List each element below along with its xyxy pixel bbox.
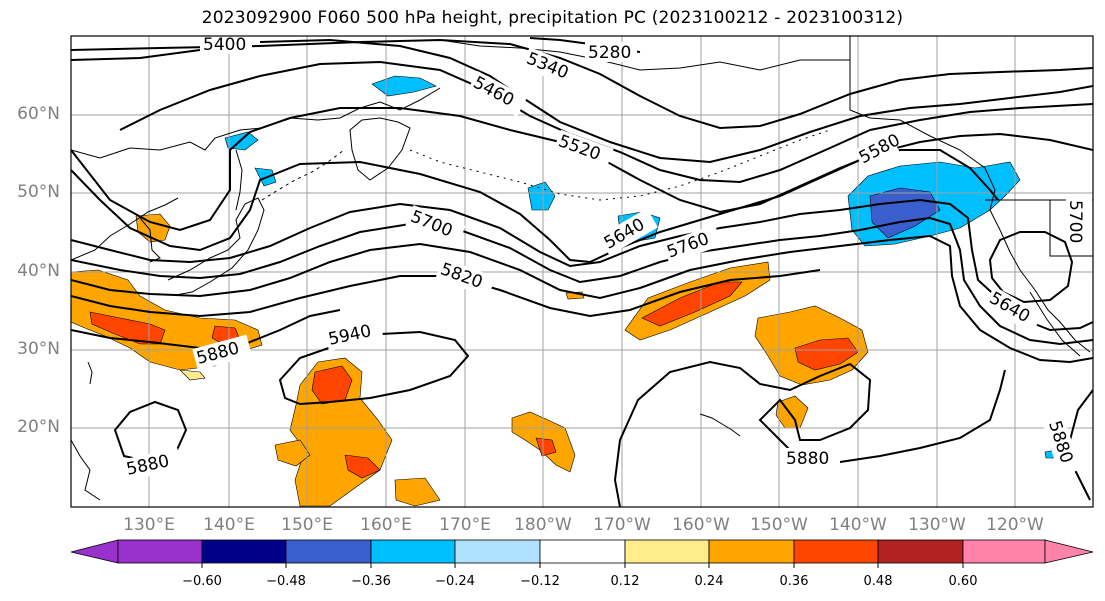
- contour-label-5760: 5760: [662, 224, 723, 265]
- svg-text:5820: 5820: [438, 259, 485, 293]
- precip-area-wpac-core2: [344, 454, 381, 479]
- colorbar-label-9: 0.48: [863, 574, 893, 589]
- coast-alaska: [439, 39, 996, 211]
- coast-kurils: [261, 149, 345, 201]
- lon-label-170w: 170°W: [593, 515, 651, 535]
- colorbar-label-6: 0.12: [610, 574, 640, 589]
- lon-label-170e: 170°E: [439, 515, 491, 535]
- colorbar-label-5: −0.12: [520, 574, 560, 589]
- lon-label-150w: 150°W: [750, 515, 808, 535]
- precip-area-chukotka: [371, 75, 437, 97]
- contour-5760: [71, 234, 1093, 364]
- colorbar-bin-11: [962, 539, 1046, 564]
- precip-area-epac-core: [794, 337, 859, 371]
- coast-philippines: [71, 439, 101, 501]
- colorbar-bin-4: [370, 539, 456, 564]
- colorbar-label-10: 0.60: [948, 574, 978, 589]
- colorbar: [70, 539, 1094, 568]
- contour-label-5280: 5280: [585, 42, 637, 63]
- lat-label-50n: 50°N: [17, 182, 60, 202]
- contour-ring-na: [988, 231, 1074, 304]
- svg-text:5880: 5880: [125, 451, 171, 480]
- lat-label-30n: 30°N: [17, 339, 60, 359]
- lon-label-140w: 140°W: [829, 515, 887, 535]
- svg-text:5700: 5700: [408, 207, 456, 242]
- coast-taiwan: [87, 361, 93, 385]
- colorbar-extend-high: [1044, 539, 1094, 564]
- lon-label-180w: 180°W: [514, 515, 572, 535]
- contour-5460: [119, 60, 1093, 184]
- contour-label-5880-edge: 5880: [1042, 416, 1081, 477]
- lat-label-40n: 40°N: [17, 261, 60, 281]
- contour-labels: 5400 5280 5340 5460 5520 5580 5640 5700 …: [122, 34, 1092, 482]
- precip-area-japan-edge: [179, 369, 206, 381]
- contour-label-5880-east: 5880: [784, 448, 840, 470]
- colorbar-label-7: 0.24: [694, 574, 724, 589]
- precip-area-cpac-band-core: [641, 281, 743, 327]
- colorbar-bin-7: [624, 539, 710, 564]
- lon-label-150e: 150°E: [281, 515, 333, 535]
- coast-asia-north: [71, 87, 441, 159]
- contour-5640: [71, 198, 1093, 332]
- colorbar-bin-10: [877, 539, 964, 564]
- colorbar-bin-5: [454, 539, 541, 564]
- lon-label-160e: 160°E: [360, 515, 412, 535]
- lon-label-130e: 130°E: [123, 515, 175, 535]
- coast-na-west: [989, 209, 1091, 353]
- colorbar-label-1: −0.60: [182, 574, 222, 589]
- precip-area-wpac-small2: [394, 477, 441, 507]
- contour-label-5460: 5460: [467, 70, 528, 117]
- map-frame: [70, 35, 1094, 508]
- precip-area-bering: [527, 181, 556, 211]
- svg-text:5580: 5580: [856, 130, 904, 168]
- svg-text:5700: 5700: [1065, 200, 1085, 243]
- precip-area-dateline-core: [535, 437, 557, 457]
- contour-5880-east: [613, 360, 1093, 507]
- lon-label-120w: 120°W: [986, 515, 1044, 535]
- colorbar-ticks: [201, 563, 964, 568]
- lon-label-140e: 140°E: [203, 515, 255, 535]
- contour-label-5700: 5700: [405, 204, 466, 247]
- colorbar-extend-low: [70, 539, 119, 564]
- contour-label-5400-a: 5400: [200, 34, 252, 55]
- contour-label-5880-ring: 5880: [122, 447, 182, 482]
- coast-hawaii: [699, 413, 741, 437]
- svg-text:5400: 5400: [203, 35, 246, 55]
- contour-label-5520: 5520: [553, 129, 614, 170]
- contour-label-5700-edge: 5700: [1065, 196, 1092, 243]
- precip-area-okhotsk: [224, 131, 259, 151]
- lat-label-20n: 20°N: [17, 417, 60, 437]
- map-gridlines: [71, 36, 1093, 507]
- contour-label-5580: 5580: [853, 130, 904, 170]
- coast-china: [71, 197, 179, 261]
- colorbar-bin-3: [285, 539, 372, 564]
- map-title: 2023092900 F060 500 hPa height, precipit…: [201, 8, 904, 28]
- lon-label-160w: 160°W: [672, 515, 730, 535]
- contour-label-5340: 5340: [521, 46, 582, 89]
- lat-label-60n: 60°N: [17, 104, 60, 124]
- colorbar-label-2: −0.48: [266, 574, 306, 589]
- colorbar-bin-8: [708, 539, 795, 564]
- colorbar-label-4: −0.24: [435, 574, 475, 589]
- coast-aleutians: [409, 129, 831, 201]
- colorbar-bin-9: [793, 539, 879, 564]
- contour-label-5820: 5820: [435, 257, 496, 298]
- colorbar-bin-2: [201, 539, 287, 564]
- lon-label-130w: 130°W: [908, 515, 966, 535]
- coast-japan: [167, 197, 265, 296]
- precip-area-wpac-small1: [274, 439, 311, 467]
- svg-text:5880: 5880: [786, 449, 829, 469]
- colorbar-bin-6: [539, 539, 626, 564]
- contour-label-5940: 5940: [324, 317, 384, 352]
- svg-text:5940: 5940: [327, 321, 373, 350]
- colorbar-bin-1: [117, 539, 203, 564]
- coast-kamchatka: [349, 117, 411, 181]
- colorbar-label-3: −0.36: [351, 574, 391, 589]
- coast-sakhalin: [235, 149, 243, 211]
- svg-text:5280: 5280: [588, 43, 631, 63]
- contour-label-5640-b: 5640: [983, 286, 1043, 334]
- colorbar-label-8: 0.36: [779, 574, 809, 589]
